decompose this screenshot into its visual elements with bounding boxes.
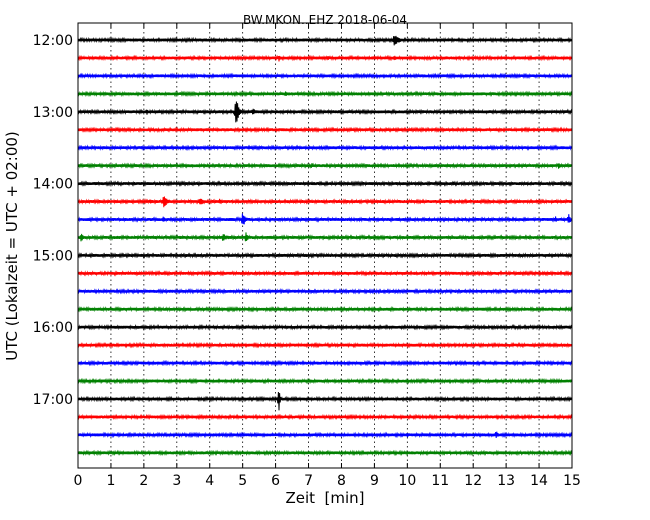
plot-frame xyxy=(77,22,573,469)
y-axis-label: UTC (Lokalzeit = UTC + 02:00) xyxy=(3,131,21,361)
x-tick-label: 11 xyxy=(431,473,449,489)
x-tick-label: 4 xyxy=(205,473,214,489)
trace-1330 xyxy=(77,144,573,151)
trace-1515 xyxy=(77,270,573,277)
trace-1730 xyxy=(77,431,573,439)
y-tick-label: 14:00 xyxy=(33,177,73,193)
trace-1700 xyxy=(77,391,573,411)
x-tick-label: 8 xyxy=(337,473,346,489)
trace-1345 xyxy=(77,162,573,169)
x-tick-label: 13 xyxy=(497,473,515,489)
trace-1615 xyxy=(77,341,573,349)
x-tick-label: 15 xyxy=(563,473,581,489)
y-tick-label: 16:00 xyxy=(33,320,73,336)
x-tick-label: 10 xyxy=(398,473,416,489)
trace-1645 xyxy=(77,377,573,385)
trace-1400 xyxy=(77,180,573,187)
x-tick-label: 7 xyxy=(304,473,313,489)
y-tick-label: 13:00 xyxy=(33,105,73,121)
trace-group xyxy=(77,35,573,457)
trace-1715 xyxy=(77,413,573,421)
trace-1545 xyxy=(77,305,573,313)
y-tick-label: 12:00 xyxy=(33,33,73,49)
trace-1530 xyxy=(77,288,573,295)
x-tick-label: 9 xyxy=(370,473,379,489)
trace-1445 xyxy=(77,232,573,242)
x-tick-label: 12 xyxy=(464,473,482,489)
trace-1245 xyxy=(77,90,573,98)
trace-1500 xyxy=(77,252,573,259)
y-tick-label: 17:00 xyxy=(33,392,73,408)
trace-1600 xyxy=(77,323,573,331)
trace-1745 xyxy=(77,449,573,457)
x-axis-label: Zeit [min] xyxy=(285,489,364,507)
x-tick-label: 6 xyxy=(271,473,280,489)
trace-1630 xyxy=(77,359,573,367)
trace-1230 xyxy=(77,72,573,80)
x-tick-label: 3 xyxy=(172,473,181,489)
trace-1315 xyxy=(77,126,573,134)
chart-title: BW.MKON..EHZ 2018-06-04 xyxy=(243,13,407,27)
x-tick-label: 14 xyxy=(530,473,548,489)
x-tick-label: 5 xyxy=(238,473,247,489)
grid xyxy=(110,23,540,468)
y-tick-label: 15:00 xyxy=(33,248,73,264)
trace-1300 xyxy=(77,101,573,123)
trace-1215 xyxy=(77,54,573,62)
x-tick-label: 0 xyxy=(74,473,83,489)
x-tick-label: 2 xyxy=(139,473,148,489)
y-axis: 12:00 13:00 14:00 15:00 16:00 17:00 xyxy=(33,33,572,408)
trace-1415 xyxy=(77,196,573,208)
x-axis: 0 1 2 3 4 5 6 7 8 9 10 11 12 13 14 15 xyxy=(74,23,581,489)
trace-1430 xyxy=(77,213,573,225)
x-tick-label: 1 xyxy=(106,473,115,489)
trace-1200 xyxy=(77,35,573,46)
